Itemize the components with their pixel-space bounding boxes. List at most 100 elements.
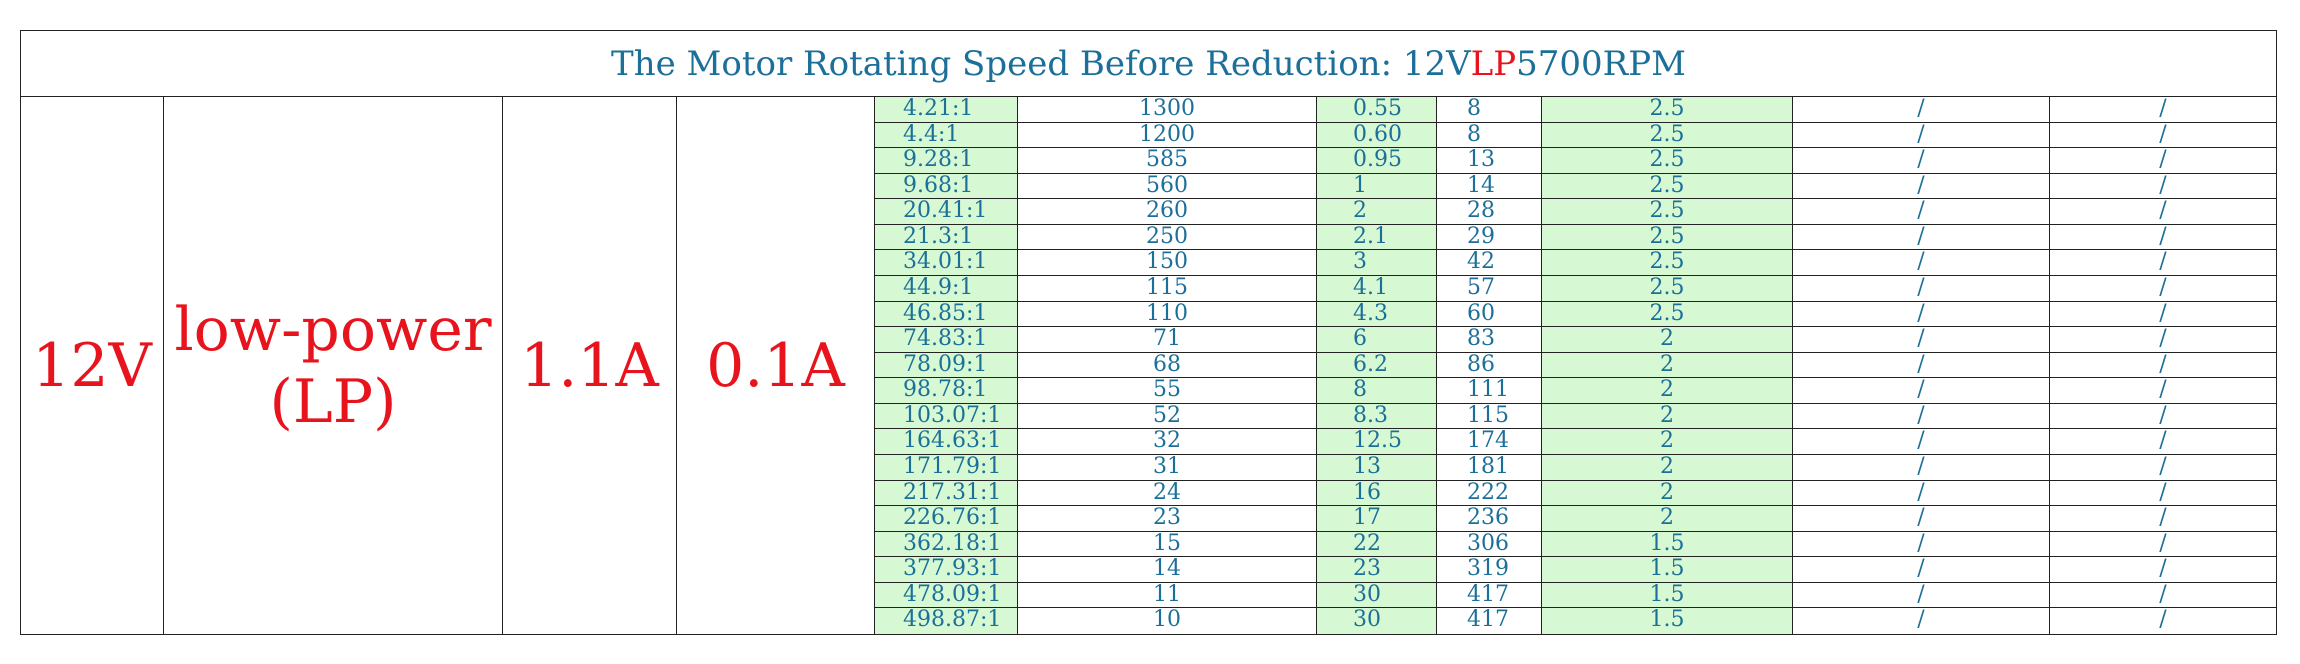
ratio-cell: 226.76:1: [875, 506, 1018, 532]
speed-cell: 150: [1018, 250, 1317, 276]
torque-cell: 2: [1317, 199, 1437, 225]
rated-cell: 1.5: [1542, 531, 1793, 558]
blank-cell-1: /: [1793, 352, 2050, 379]
table-row: 46.85:1 110 4.3 60 2.5//: [875, 301, 2276, 328]
torque-cell: 17: [1317, 506, 1437, 532]
value-cell: 28: [1437, 199, 1542, 225]
rated-cell: 2: [1542, 403, 1793, 430]
blank-cell-2: /: [2050, 404, 2276, 430]
ratio-cell: 74.83:1: [875, 327, 1018, 353]
torque-cell: 23: [1317, 557, 1437, 583]
speed-cell: 115: [1018, 276, 1317, 302]
rated-cell: 2: [1542, 506, 1793, 532]
value-cell: 13: [1437, 148, 1542, 174]
ratio-cell: 9.28:1: [875, 148, 1018, 174]
value-cell: 86: [1437, 352, 1542, 379]
blank-cell-2: /: [2050, 174, 2276, 200]
torque-cell: 22: [1317, 531, 1437, 558]
title-highlight: LP: [1470, 43, 1517, 84]
blank-cell-1: /: [1793, 582, 2050, 609]
rated-cell: 2.5: [1542, 301, 1793, 328]
speed-cell: 1300: [1018, 97, 1317, 123]
table-row: 34.01:1 150 3 42 2.5//: [875, 250, 2276, 276]
ratio-cell: 164.63:1: [875, 429, 1018, 455]
ratio-cell: 9.68:1: [875, 173, 1018, 200]
blank-cell-2: /: [2050, 353, 2276, 379]
table-row: 4.21:1 1300 0.55 8 2.5//: [875, 97, 2276, 123]
table-row: 20.41:1 260 2 28 2.5//: [875, 199, 2276, 225]
blank-cell-2: /: [2050, 250, 2276, 276]
torque-cell: 30: [1317, 582, 1437, 609]
blank-cell-1: /: [1793, 531, 2050, 558]
table-row: 9.68:1 560 1 14 2.5//: [875, 173, 2276, 200]
ratio-cell: 20.41:1: [875, 199, 1018, 225]
rated-cell: 2.5: [1542, 122, 1793, 149]
blank-cell-2: /: [2050, 302, 2276, 328]
table-row: 78.09:1 68 6.2 86 2//: [875, 352, 2276, 379]
value-cell: 236: [1437, 506, 1542, 532]
blank-cell-2: /: [2050, 378, 2276, 404]
rated-cell: 1.5: [1542, 582, 1793, 609]
speed-cell: 14: [1018, 557, 1317, 583]
blank-cell-1: /: [1793, 455, 2050, 481]
current-1-cell: 1.1A: [503, 97, 677, 634]
value-cell: 29: [1437, 224, 1542, 251]
rated-cell: 2.5: [1542, 250, 1793, 276]
rated-cell: 2: [1542, 455, 1793, 481]
speed-cell: 260: [1018, 199, 1317, 225]
blank-cell-2: /: [2050, 455, 2276, 481]
value-cell: 14: [1437, 173, 1542, 200]
ratio-cell: 217.31:1: [875, 480, 1018, 507]
speed-cell: 10: [1018, 608, 1317, 634]
blank-cell-1: /: [1793, 480, 2050, 507]
speed-cell: 31: [1018, 455, 1317, 481]
rated-cell: 2.5: [1542, 224, 1793, 251]
blank-cell-2: /: [2050, 532, 2276, 558]
value-cell: 115: [1437, 403, 1542, 430]
blank-cell-2: /: [2050, 276, 2276, 302]
rated-cell: 2: [1542, 327, 1793, 353]
table-row: 103.07:1 52 8.3 115 2//: [875, 403, 2276, 430]
rated-cell: 2.5: [1542, 148, 1793, 174]
table-row: 498.87:1 10 30 417 1.5//: [875, 608, 2276, 634]
table-row: 171.79:1 31 13 181 2//: [875, 455, 2276, 481]
value-cell: 83: [1437, 327, 1542, 353]
ratio-cell: 103.07:1: [875, 403, 1018, 430]
table-row: 74.83:1 71 6 83 2//: [875, 327, 2276, 353]
table-row: 362.18:1 15 22 306 1.5//: [875, 531, 2276, 558]
ratio-cell: 21.3:1: [875, 224, 1018, 251]
blank-cell-1: /: [1793, 327, 2050, 353]
blank-cell-1: /: [1793, 608, 2050, 634]
torque-cell: 30: [1317, 608, 1437, 634]
ratio-cell: 478.09:1: [875, 582, 1018, 609]
blank-cell-1: /: [1793, 403, 2050, 430]
blank-cell-2: /: [2050, 506, 2276, 532]
ratio-cell: 78.09:1: [875, 352, 1018, 379]
blank-cell-1: /: [1793, 148, 2050, 174]
blank-cell-2: /: [2050, 557, 2276, 583]
value-cell: 306: [1437, 531, 1542, 558]
rated-cell: 1.5: [1542, 608, 1793, 634]
rated-cell: 2.5: [1542, 199, 1793, 225]
speed-cell: 250: [1018, 224, 1317, 251]
speed-cell: 32: [1018, 429, 1317, 455]
power-type-cell: low-power (LP): [164, 97, 503, 634]
torque-cell: 0.95: [1317, 148, 1437, 174]
ratio-cell: 44.9:1: [875, 276, 1018, 302]
title-prefix: The Motor Rotating Speed Before Reductio…: [611, 43, 1471, 84]
table-row: 478.09:1 11 30 417 1.5//: [875, 582, 2276, 609]
current-2-cell: 0.1A: [677, 97, 875, 634]
blank-cell-2: /: [2050, 327, 2276, 353]
ratio-cell: 34.01:1: [875, 250, 1018, 276]
table-title: The Motor Rotating Speed Before Reductio…: [21, 31, 2276, 97]
speed-cell: 110: [1018, 301, 1317, 328]
speed-cell: 15: [1018, 531, 1317, 558]
blank-cell-2: /: [2050, 97, 2276, 123]
torque-cell: 16: [1317, 480, 1437, 507]
speed-cell: 11: [1018, 582, 1317, 609]
blank-cell-1: /: [1793, 97, 2050, 123]
table-row: 4.4:1 1200 0.60 8 2.5//: [875, 122, 2276, 149]
blank-cell-2: /: [2050, 148, 2276, 174]
voltage-cell: 12V: [21, 97, 164, 634]
torque-cell: 8: [1317, 378, 1437, 404]
